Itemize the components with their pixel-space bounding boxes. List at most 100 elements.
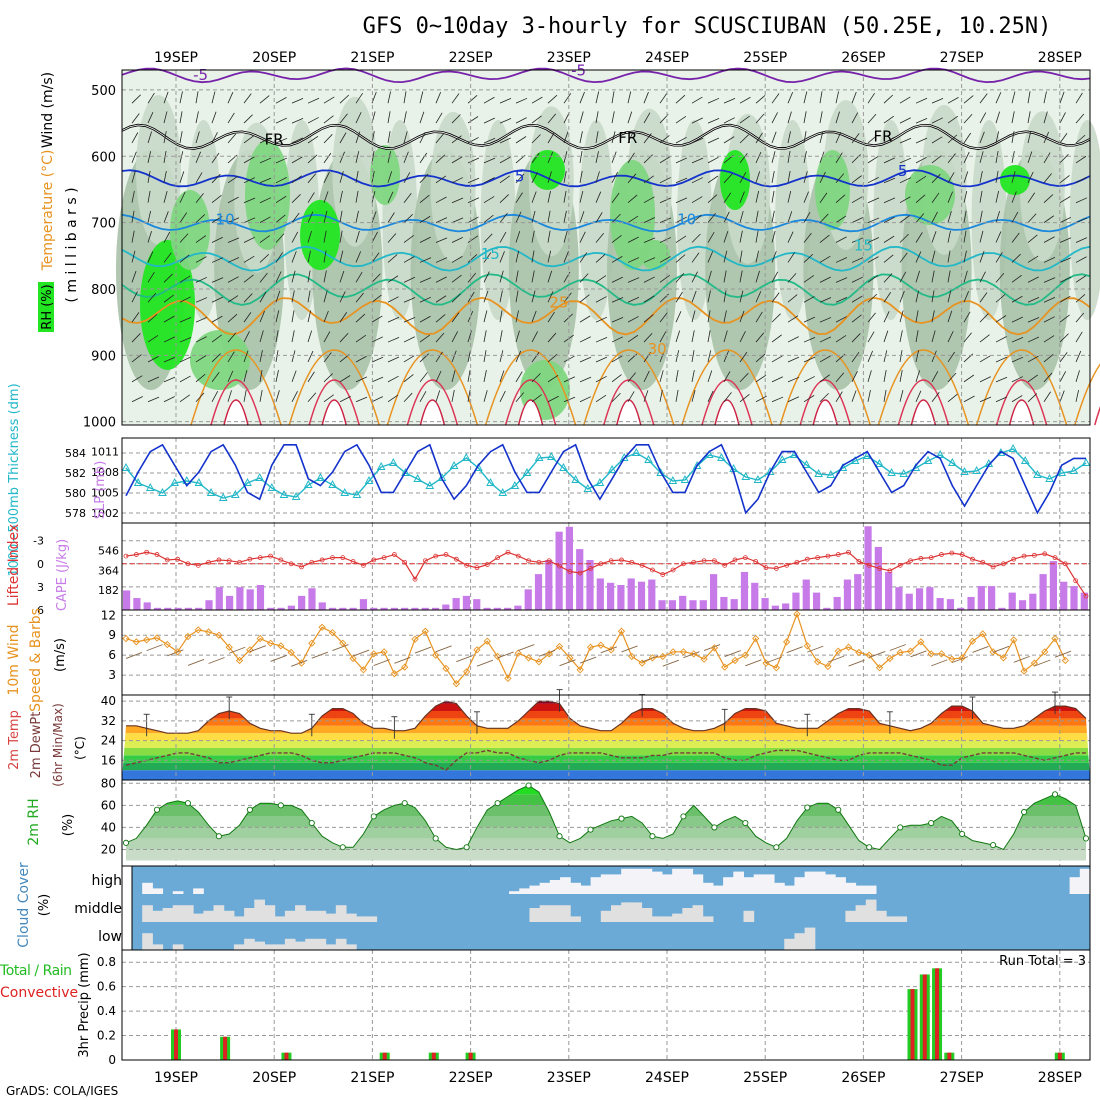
cape-bar: [1070, 586, 1078, 610]
wind-barb: [339, 94, 350, 104]
wind-barb: [355, 396, 368, 403]
date-tick-top: 24SEP: [645, 50, 689, 66]
wind-barb: [259, 369, 263, 382]
wind-barb: [163, 151, 167, 163]
precip-convective-bar: [284, 1052, 289, 1060]
cape-bar: [164, 607, 172, 610]
wind-tick-label: 3: [108, 668, 116, 682]
wind-barb: [499, 98, 512, 104]
isotherm-30-tongue: [877, 349, 970, 426]
wind-barb: [867, 312, 876, 323]
wind-barb: [227, 276, 239, 283]
surface-wind-barb: [931, 659, 948, 667]
surface-wind-barb: [889, 644, 907, 651]
cloud-high-cell: [539, 882, 551, 894]
lifted-index-point: [474, 565, 480, 571]
wind-barb: [371, 356, 384, 363]
wind-barb: [163, 396, 175, 403]
wind-barb: [531, 290, 536, 303]
wind-speed-point: [411, 635, 419, 643]
wind-barb: [131, 270, 137, 283]
lifted-index-point: [1052, 555, 1058, 561]
wind-barb: [643, 133, 652, 144]
wind-barb: [803, 212, 811, 223]
wind-speed-point: [390, 670, 399, 678]
surface-wind-barb: [394, 656, 411, 664]
wind-barb: [147, 251, 154, 263]
wind-barb: [1011, 191, 1017, 203]
wind-barb: [979, 170, 983, 183]
date-tick-bottom: 27SEP: [940, 1070, 984, 1086]
cloud-middle-cell: [274, 916, 286, 922]
wind-barb: [1075, 176, 1087, 184]
cloud-high-cell: [712, 885, 724, 894]
isotherm-40-tongue: [419, 399, 446, 426]
cape-bar: [596, 578, 604, 610]
wind-barb: [259, 116, 271, 124]
wind-speed-point: [328, 628, 337, 637]
lifted-index-point: [381, 555, 387, 561]
cloud-middle-cell: [152, 910, 164, 922]
wind-barb: [291, 231, 299, 243]
cloud-high-cell: [753, 874, 765, 894]
wind-barb: [355, 334, 367, 343]
isotherm-40-tongue: [517, 399, 544, 426]
wind-barb: [259, 291, 267, 303]
wind-barb: [1075, 217, 1088, 223]
rh-shade: [1019, 111, 1065, 262]
ylabel-millibars: ( m i l l i b a r s ): [64, 187, 80, 302]
wind-barb: [755, 132, 763, 144]
wind-barb: [387, 275, 399, 283]
rh-point: [959, 830, 966, 838]
wind-barb: [339, 332, 349, 343]
isotherm-25: [121, 296, 1091, 336]
wind-barb: [611, 131, 616, 144]
temp-tick-label: 24: [101, 734, 116, 748]
wind-barb: [387, 111, 391, 124]
wind-barb: [339, 250, 344, 263]
wind-barb: [851, 295, 863, 303]
rh-point: [711, 824, 718, 831]
date-tick-bottom: 22SEP: [449, 1070, 493, 1086]
wind-barb: [323, 394, 334, 403]
wind-barb: [819, 192, 828, 203]
wind-barb: [803, 356, 816, 363]
wind-barb: [899, 350, 903, 363]
wind-barb: [259, 350, 263, 363]
wind-barb: [691, 350, 695, 363]
wind-speed-point: [421, 627, 429, 635]
wind-barb: [851, 91, 857, 104]
ylabel-temp-main: 2m Temp: [7, 710, 22, 770]
wind-barb: [531, 270, 535, 283]
wind-barb: [131, 312, 140, 323]
contour-label: 25: [549, 294, 568, 312]
wind-speed-point: [349, 654, 357, 663]
wind-barb: [707, 97, 720, 104]
wind-barb: [563, 210, 567, 223]
wind-barb: [451, 256, 463, 263]
wind-barb: [131, 94, 141, 104]
wind-speed-point: [937, 650, 946, 658]
date-tick-top: 27SEP: [940, 50, 984, 66]
cape-bar: [401, 607, 409, 610]
thickness-point: [1008, 443, 1018, 452]
wind-barb: [803, 296, 815, 303]
wind-barb: [179, 337, 192, 343]
lifted-index-point: [825, 553, 831, 559]
cloud-low-cell: [152, 944, 164, 950]
rh-legend-swatch: [38, 282, 54, 332]
wind-speed-point: [896, 648, 904, 657]
wind-barb: [803, 395, 815, 403]
wind-barb: [387, 296, 399, 303]
wind-barb: [195, 131, 200, 144]
wind-barb: [803, 232, 812, 243]
wind-barb: [211, 296, 224, 303]
cloud-middle-cell: [356, 916, 367, 922]
wind-barb: [995, 294, 1006, 303]
lifted-index-point: [247, 556, 253, 562]
wind-barb: [403, 392, 413, 403]
wind-barb: [403, 336, 415, 343]
wind-barb: [771, 131, 777, 144]
wind-barb: [1043, 335, 1055, 343]
